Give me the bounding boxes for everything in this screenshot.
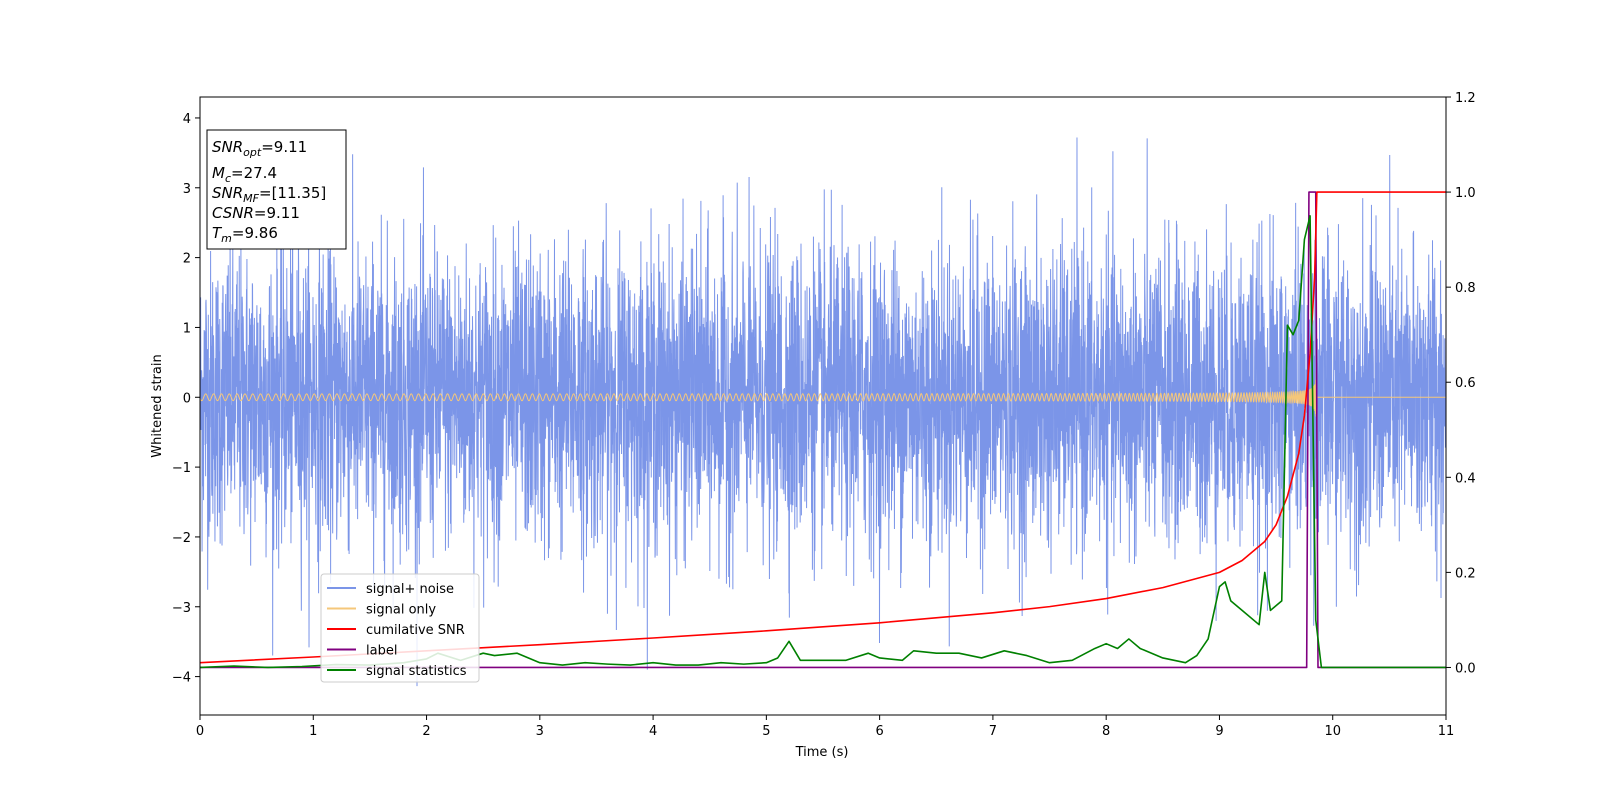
annotation-line: SNRopt=9.11 [212, 138, 307, 159]
x-tick-label: 0 [196, 724, 204, 739]
legend-label: signal only [366, 603, 436, 618]
y-right-tick-label: 0.8 [1455, 281, 1476, 296]
x-tick-label: 9 [1215, 724, 1223, 739]
y-left-tick-label: 2 [183, 252, 191, 267]
annotation-box: SNRopt=9.11 Mc=27.4SNRMF=[11.35]CSNR=9.11… [206, 129, 347, 250]
y-left-tick-label: 1 [183, 321, 191, 336]
x-axis: 0 1 2 3 4 5 6 7 8 9 10 11 [196, 715, 1454, 739]
signal-only-line [200, 371, 1446, 417]
signal-statistics-line [200, 215, 1446, 669]
y-left-tick-label: −2 [172, 531, 191, 546]
annotation-line: SNRMF=[11.35] [212, 184, 326, 205]
cumilative-snr-line [200, 191, 1446, 664]
plot-frame [199, 96, 1447, 716]
annotation-line: Mc=27.4 [212, 164, 277, 185]
y-right-tick-label: 0.4 [1455, 471, 1476, 486]
x-tick-label: 10 [1324, 724, 1341, 739]
x-tick-label: 1 [309, 724, 317, 739]
x-tick-label: 4 [649, 724, 657, 739]
y-right-tick-label: 1.2 [1455, 91, 1476, 106]
x-tick-label: 2 [422, 724, 430, 739]
legend-label: signal+ noise [366, 582, 454, 597]
annotation-line: CSNR=9.11 [212, 204, 300, 222]
x-axis-label: Time (s) [795, 745, 849, 760]
series-lines [200, 191, 1446, 669]
y-right-tick-label: 1.0 [1455, 186, 1476, 201]
x-tick-label: 11 [1438, 724, 1455, 739]
y-left-tick-label: 0 [183, 391, 191, 406]
x-tick-label: 5 [762, 724, 770, 739]
legend: signal+ noise signal only cumilative SNR la… [320, 573, 480, 683]
y-axis-right: 1.2 1.0 0.8 0.6 0.4 0.2 0.0 [1446, 91, 1476, 676]
y-left-tick-label: 4 [183, 112, 191, 127]
series-signal-only [200, 371, 1446, 417]
y-left-tick-label: −3 [172, 601, 191, 616]
y-right-tick-label: 0.2 [1455, 566, 1476, 581]
y-left-tick-label: 3 [183, 182, 191, 197]
y-left-tick-label: −1 [172, 461, 191, 476]
x-tick-label: 6 [875, 724, 883, 739]
y-right-tick-label: 0.6 [1455, 376, 1476, 391]
y-axis-label: Whitened strain [150, 354, 165, 457]
legend-label: label [366, 644, 397, 659]
annotation-lines: SNRopt=9.11 Mc=27.4SNRMF=[11.35]CSNR=9.11… [212, 138, 326, 245]
y-left-tick-label: −4 [172, 671, 191, 686]
x-tick-label: 3 [536, 724, 544, 739]
legend-label: cumilative SNR [366, 623, 465, 638]
legend-items: signal+ noise signal only cumilative SNR la… [327, 582, 467, 679]
legend-frame [320, 573, 480, 683]
x-tick-label: 8 [1102, 724, 1110, 739]
signal-plus-noise-line [200, 137, 1446, 687]
annotation-frame [206, 129, 347, 250]
x-tick-label: 7 [989, 724, 997, 739]
series-signal-plus-noise [200, 137, 1446, 687]
y-axis-left: 4 3 2 1 0 −1 −2 −3 −4 [172, 112, 200, 686]
legend-label: signal statistics [366, 664, 467, 679]
annotation-line: Tm=9.86 [212, 224, 278, 245]
y-right-tick-label: 0.0 [1455, 661, 1476, 676]
